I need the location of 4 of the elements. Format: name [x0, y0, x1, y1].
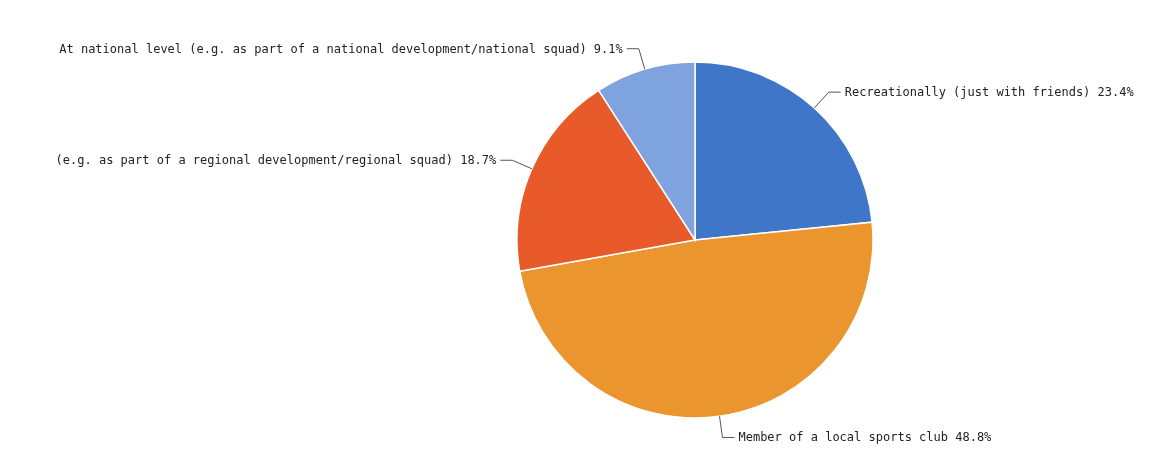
slice-label: Member of a local sports club 48.8%	[738, 430, 993, 445]
slice-label: Recreationally (just with friends) 23.4%	[844, 85, 1135, 100]
slice-label: (e.g. as part of a regional development/regional squad) 18.7%	[55, 153, 498, 168]
slice-label: At national level (e.g. as part of a national development/national squad) 9.1%	[59, 41, 624, 56]
